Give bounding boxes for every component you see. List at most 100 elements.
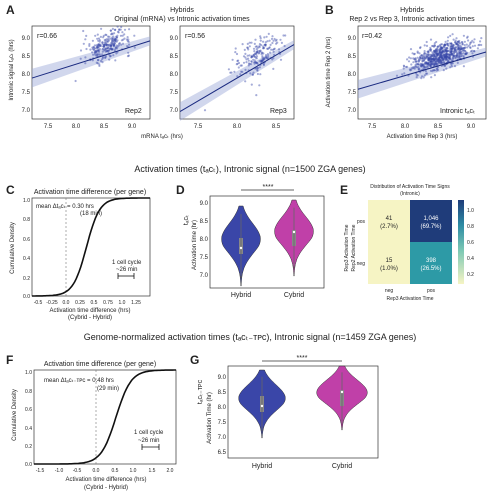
violin-median: [260, 404, 264, 408]
scatter-point: [98, 45, 101, 48]
scatter-point: [441, 49, 444, 53]
scatter-point: [421, 59, 424, 62]
scatter-point: [464, 52, 467, 56]
scatter-point: [105, 40, 109, 43]
xtick: 2.0: [167, 468, 174, 474]
scatter-point: [456, 40, 459, 43]
scatter-point: [444, 55, 447, 58]
scatter-point: [93, 49, 96, 52]
colorbar-tick: 0.2: [467, 272, 474, 278]
scatter-point: [229, 71, 232, 74]
scatter-point: [438, 58, 441, 61]
scatter-point: [452, 54, 455, 57]
scatter-point: [110, 32, 114, 35]
scatter-point: [449, 45, 452, 48]
scatter-point: [94, 34, 97, 37]
scatter-point: [105, 38, 108, 41]
scatter-point: [450, 42, 453, 45]
scatter-point: [438, 51, 441, 54]
scatter-point: [435, 51, 438, 54]
scatter-point: [418, 52, 421, 55]
scatter-point: [425, 65, 428, 68]
xtick: 1.0: [130, 468, 137, 474]
scatter-point: [250, 54, 253, 58]
scatter-point: [116, 45, 119, 48]
scatter-point: [415, 62, 418, 65]
scatter-point: [443, 46, 446, 49]
scatter-point: [447, 36, 450, 39]
scatter-point: [266, 53, 269, 56]
scatter-point: [439, 48, 442, 51]
scatter-point: [116, 25, 119, 28]
panel-c-title: Activation time difference (per gene): [34, 189, 146, 196]
scatter-point: [256, 51, 259, 54]
scatter-point: [459, 48, 463, 51]
scatter-point: [434, 48, 438, 51]
scatter-point: [464, 53, 468, 56]
scatter-point: [430, 57, 433, 60]
scatter-point: [98, 48, 102, 51]
scatter-point: [113, 38, 116, 41]
scatter-point: [464, 50, 467, 53]
scatter-point: [443, 53, 446, 57]
panel-g-violins: [238, 365, 368, 439]
scatter-point: [259, 73, 262, 76]
ytick: 0.2: [23, 276, 30, 282]
scatter-point: [102, 36, 105, 39]
heatmap-percent: (69.7%): [420, 224, 441, 230]
ytick: 0.4: [23, 256, 30, 262]
scatter-point: [434, 51, 437, 54]
scatter-point: [444, 50, 447, 53]
scatter-point: [455, 43, 458, 46]
scatter-point: [119, 34, 122, 37]
scatter-point: [434, 52, 437, 56]
scatter-point: [422, 76, 425, 79]
scatter-point: [430, 58, 433, 61]
scatter-point: [96, 37, 99, 40]
scatter-point: [105, 33, 108, 37]
scatter-point: [265, 55, 268, 58]
scatter-point: [106, 46, 109, 49]
scatter-point: [466, 36, 469, 39]
ytick: 9.0: [200, 201, 209, 207]
scatter-point: [428, 64, 431, 67]
scatter-point: [114, 28, 117, 32]
scatter-point: [441, 57, 444, 60]
scatter-point: [430, 60, 433, 63]
scatter-point: [112, 44, 115, 47]
scatter-point: [456, 53, 459, 56]
scatter-point: [127, 54, 130, 57]
xtick: 1.0: [119, 300, 126, 306]
panel-c-cycle-min: ~26 min: [116, 267, 138, 273]
scatter-point: [253, 55, 256, 58]
scatter-point: [424, 70, 427, 73]
scatter-point: [419, 58, 422, 61]
scatter-point: [88, 43, 91, 46]
scatter-point: [414, 57, 417, 60]
scatter-point: [108, 39, 111, 42]
scatter-point: [103, 41, 106, 44]
panel-label-b: B: [325, 3, 334, 17]
scatter-point: [422, 64, 425, 67]
scatter-point: [440, 53, 443, 56]
confidence-band: [180, 40, 294, 121]
scatter-point: [425, 61, 428, 64]
scatter-point: [432, 58, 435, 61]
scatter-point: [236, 59, 239, 63]
scatter-point: [237, 61, 241, 65]
panel-d-violins: [221, 199, 314, 287]
scatter-point: [427, 53, 430, 56]
scatter-point: [432, 63, 435, 66]
scatter-point: [126, 39, 129, 43]
scatter-point: [428, 53, 431, 57]
scatter-point: [446, 53, 449, 56]
scatter-point: [254, 61, 257, 64]
scatter-point: [444, 40, 447, 44]
panel-label-e: E: [340, 183, 348, 197]
scatter-point: [247, 59, 250, 62]
scatter-point: [262, 47, 265, 50]
scatter-point: [255, 57, 258, 60]
scatter-point: [403, 65, 406, 68]
scatter-point: [117, 31, 120, 34]
scatter-point: [418, 56, 421, 59]
